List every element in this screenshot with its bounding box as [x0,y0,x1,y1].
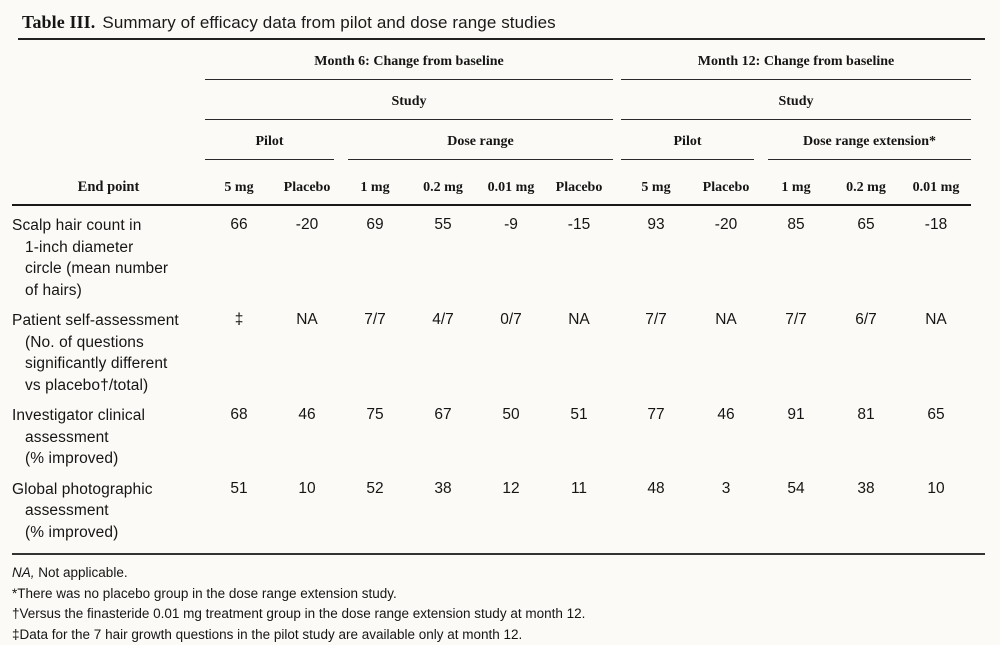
cell-value: 65 [831,206,901,301]
cell-value: NA [545,301,613,396]
cell-value: 10 [901,470,971,544]
column-header-02mg-m12: 0.2 mg [831,160,901,204]
column-header-placebo-pilot-m12: Placebo [691,160,761,204]
cell-value: -15 [545,206,613,301]
column-header-001mg-m12: 0.01 mg [901,160,971,204]
subgroup-header-dose-range-extension-m12: Dose range extension* [768,120,971,160]
study-header-month6: Study [205,80,613,120]
cell-value: 85 [761,206,831,301]
table-footnote-divider [12,553,985,555]
row-label-investigator-clinical-assessment: Investigator clinical assessment (% impr… [12,396,205,470]
column-header-1mg-m6: 1 mg [341,160,409,204]
subgroup-header-pilot-m12: Pilot [621,120,754,160]
cell-value: 68 [205,396,273,470]
cell-value: 48 [621,470,691,544]
cell-value: -20 [273,206,341,301]
cell-value: 46 [691,396,761,470]
cell-value: NA [901,301,971,396]
cell-value: 6/7 [831,301,901,396]
group-header-month12: Month 12: Change from baseline [621,40,971,80]
cell-value: -18 [901,206,971,301]
cell-value: 3 [691,470,761,544]
footnote-text: Data for the 7 hair growth questions in … [20,627,523,642]
cell-value: 55 [409,206,477,301]
table-number-label: Table III. [22,12,95,32]
footnote-marker: ‡ [12,627,20,642]
column-header-001mg-m6: 0.01 mg [477,160,545,204]
footnote-text: There was no placebo group in the dose r… [17,586,397,601]
footnotes: NA, Not applicable. *There was no placeb… [12,563,985,645]
footnote-text: Versus the finasteride 0.01 mg treatment… [20,606,586,621]
cell-value: 54 [761,470,831,544]
cell-value: 51 [545,396,613,470]
cell-value: 81 [831,396,901,470]
cell-value: 51 [205,470,273,544]
cell-value: 7/7 [341,301,409,396]
column-header-placebo-pilot-m6: Placebo [273,160,341,204]
cell-value: 50 [477,396,545,470]
column-header-5mg-m12: 5 mg [621,160,691,204]
cell-value: 77 [621,396,691,470]
footnote-marker: † [12,606,20,621]
cell-value: ‡ [205,301,273,396]
cell-value: 69 [341,206,409,301]
subgroup-header-dose-range-m6: Dose range [348,120,613,160]
cell-value: NA [273,301,341,396]
group-header-month6: Month 6: Change from baseline [205,40,613,80]
endpoint-column-header: End point [12,160,205,204]
row-label-scalp-hair-count: Scalp hair count in 1-inch diameter circ… [12,206,205,301]
cell-value: -9 [477,206,545,301]
table-title-text: Summary of efficacy data from pilot and … [102,13,555,32]
cell-value: 52 [341,470,409,544]
table-title: Table III. Summary of efficacy data from … [12,12,985,33]
efficacy-table: Month 6: Change from baseline Month 12: … [12,40,985,543]
cell-value: 12 [477,470,545,544]
cell-value: 93 [621,206,691,301]
study-header-month12: Study [621,80,971,120]
cell-value: 65 [901,396,971,470]
cell-value: -20 [691,206,761,301]
column-header-1mg-m12: 1 mg [761,160,831,204]
footnote-na: NA, Not applicable. [12,563,985,584]
cell-value: NA [691,301,761,396]
cell-value: 11 [545,470,613,544]
subgroup-header-pilot-m6: Pilot [205,120,334,160]
cell-value: 67 [409,396,477,470]
cell-value: 7/7 [621,301,691,396]
column-header-02mg-m6: 0.2 mg [409,160,477,204]
cell-value: 0/7 [477,301,545,396]
cell-value: 38 [831,470,901,544]
footnote-dagger: †Versus the finasteride 0.01 mg treatmen… [12,604,985,625]
row-label-global-photographic-assessment: Global photographic assessment (% improv… [12,470,205,544]
cell-value: 46 [273,396,341,470]
cell-value: 66 [205,206,273,301]
cell-value: 75 [341,396,409,470]
footnote-marker: NA, [12,565,35,580]
row-label-patient-self-assessment: Patient self-assessment (No. of question… [12,301,205,396]
cell-value: 10 [273,470,341,544]
cell-value: 38 [409,470,477,544]
cell-value: 4/7 [409,301,477,396]
cell-value: 91 [761,396,831,470]
column-header-placebo-dose-m6: Placebo [545,160,613,204]
cell-value: 7/7 [761,301,831,396]
column-header-5mg-m6: 5 mg [205,160,273,204]
footnote-asterisk: *There was no placebo group in the dose … [12,584,985,605]
footnote-text: Not applicable. [35,565,128,580]
